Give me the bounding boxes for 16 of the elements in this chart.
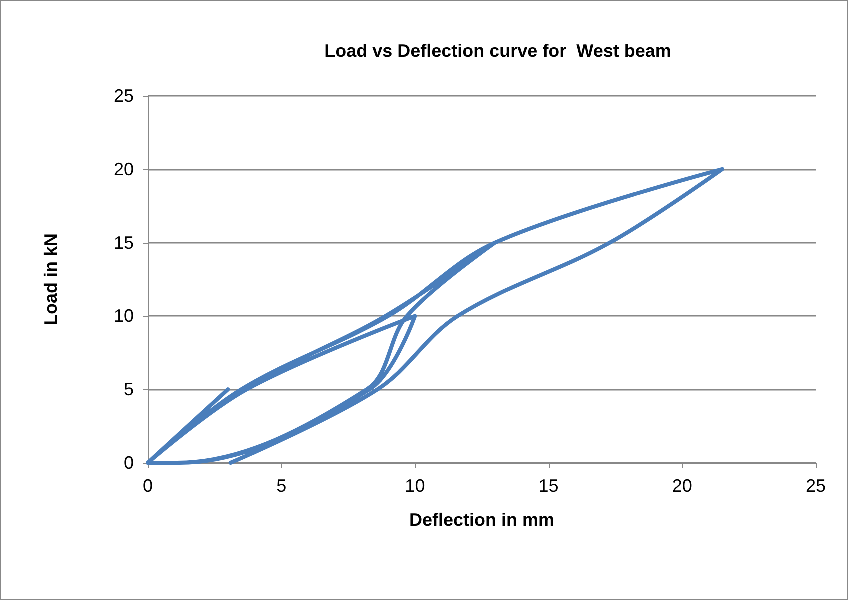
y-axis-title: Load in kN xyxy=(41,233,61,326)
y-tick-label: 10 xyxy=(114,306,134,326)
x-tick-label: 5 xyxy=(276,476,287,496)
x-tick-label: 15 xyxy=(538,476,559,496)
y-tick-label: 20 xyxy=(114,159,134,180)
x-tick-label: 10 xyxy=(405,476,426,496)
y-tick-label: 0 xyxy=(124,453,134,473)
chart-title: Load vs Deflection curve for West beam xyxy=(324,41,672,61)
x-tick-label: 25 xyxy=(806,476,826,496)
y-tick-label: 5 xyxy=(124,380,134,400)
x-tick-label: 20 xyxy=(672,476,692,496)
y-tick-label: 15 xyxy=(114,232,134,253)
x-axis-title: Deflection in mm xyxy=(409,510,555,530)
y-tick-label: 25 xyxy=(114,86,134,106)
x-tick-label: 0 xyxy=(142,476,154,496)
line-series xyxy=(146,167,724,465)
